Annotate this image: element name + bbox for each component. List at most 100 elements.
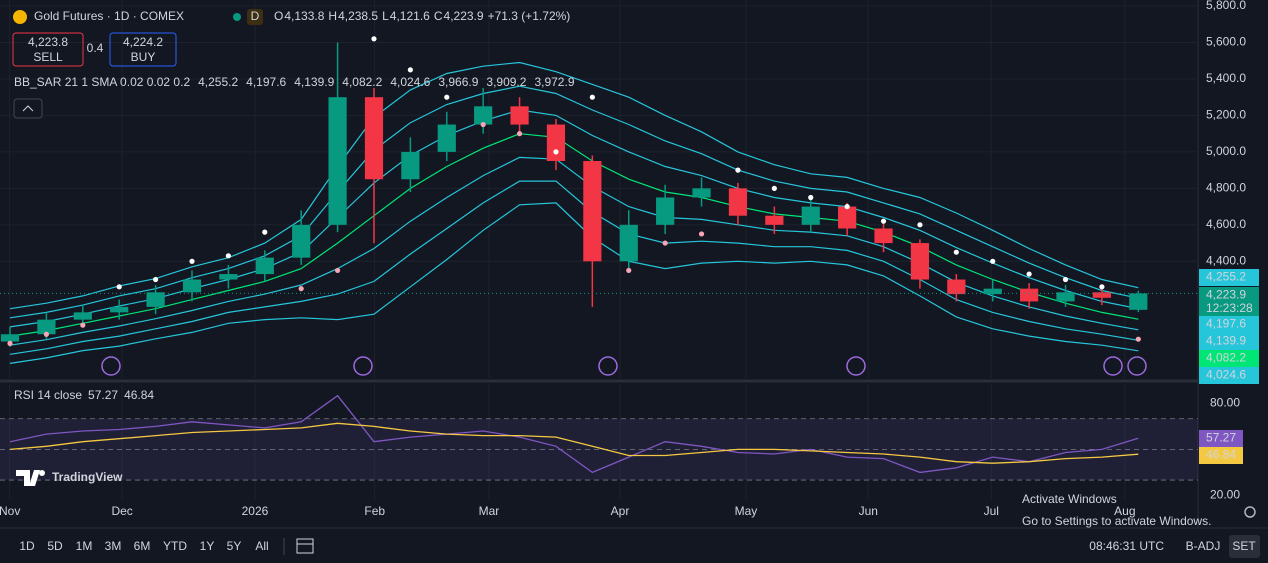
rsi-scale-label: 46.84: [1206, 448, 1236, 462]
indicator-value: 4,082.2: [342, 75, 382, 89]
badge-bg: [247, 9, 263, 25]
candle-body: [801, 206, 820, 225]
candle-body: [110, 306, 129, 313]
sar-dot: [480, 121, 486, 128]
adjust-button[interactable]: B-ADJ: [1186, 539, 1221, 553]
ohlc-key: H: [328, 9, 337, 23]
indicator-value: 4,255.2: [198, 75, 238, 89]
timeframe-button[interactable]: YTD: [163, 539, 187, 553]
band-line: [9, 61, 1139, 310]
candle-body: [73, 312, 92, 320]
x-tick-label: Mar: [479, 504, 500, 518]
candle-body: [947, 279, 966, 295]
rsi-name: RSI 14 close: [14, 388, 82, 402]
candle-body: [728, 188, 748, 216]
x-tick-label: Apr: [611, 504, 630, 518]
timeframe-button[interactable]: 3M: [105, 539, 122, 553]
timeframe-button[interactable]: 5D: [47, 539, 63, 553]
sar-dot: [225, 253, 231, 259]
candle-body: [910, 243, 930, 280]
candle-body: [364, 97, 384, 180]
price-scale-label: 4,139.9: [1206, 334, 1246, 348]
collapse-button[interactable]: [13, 98, 43, 119]
sell-price: 4,223.8: [28, 35, 68, 49]
rsi-value: 46.84: [124, 388, 154, 402]
ohlc-key: O: [274, 9, 283, 23]
indicator-value: 4,197.6: [246, 75, 286, 89]
candle-body: [583, 161, 602, 262]
timeframe-button[interactable]: 1M: [76, 539, 93, 553]
price-scale-label: 4,255.2: [1206, 270, 1246, 284]
candle-body: [510, 106, 529, 125]
candle-body: [474, 106, 493, 125]
y-tick-label: 4,800.0: [1206, 181, 1246, 195]
rsi-tick-label: 80.00: [1210, 396, 1240, 410]
y-tick-label: 4,600.0: [1206, 217, 1246, 231]
x-tick-label: 2026: [242, 504, 269, 518]
candle-body: [328, 97, 347, 225]
sar-dot: [735, 167, 741, 173]
x-tick-label: Feb: [364, 504, 385, 518]
sar-dot: [152, 276, 159, 283]
band-line: [9, 85, 1139, 319]
y-tick-label: 5,800.0: [1206, 0, 1246, 12]
buy-button[interactable]: [109, 32, 177, 67]
ohlc-value: 4,238.5: [338, 9, 378, 23]
candle-body: [401, 151, 420, 180]
indicator-name: BB_SAR 21 1 SMA 0.02 0.02 0.2: [14, 75, 190, 89]
tradingview-logo-mark: [16, 470, 45, 486]
buy-price: 4,224.2: [123, 35, 163, 49]
price-scale-label-bg: [1199, 287, 1259, 316]
timeframe-button[interactable]: 1D: [19, 539, 35, 553]
status-dot: [233, 13, 241, 21]
band-line: [9, 133, 1139, 337]
sar-dot: [189, 258, 195, 264]
sell-button[interactable]: [12, 32, 84, 67]
buy-label: BUY: [131, 50, 156, 64]
sar-dot: [553, 149, 559, 155]
timeframe-button[interactable]: All: [255, 539, 268, 553]
rsi-scale-label: 57.27: [1206, 431, 1236, 445]
rsi-tick-label: 20.00: [1210, 488, 1240, 502]
settings-icon[interactable]: [1244, 506, 1256, 518]
sar-dot: [43, 331, 50, 337]
calendar-icon[interactable]: [296, 538, 314, 554]
ohlc-value: 4,223.9: [444, 9, 484, 23]
rsi-scale-label-bg: [1199, 447, 1243, 464]
watermark-subtitle: Go to Settings to activate Windows.: [1022, 514, 1211, 528]
timeframe-button[interactable]: 1Y: [200, 539, 215, 553]
y-tick-label: 5,200.0: [1206, 108, 1246, 122]
candle-body: [656, 197, 675, 225]
price-scale-label-bg: [1199, 269, 1259, 286]
rsi-scale-label-bg: [1199, 430, 1243, 447]
candle-body: [37, 319, 56, 335]
ohlc-value: 4,133.8: [284, 9, 324, 23]
settlement-button[interactable]: SET: [1232, 539, 1256, 553]
sar-dot: [444, 94, 450, 100]
indicator-value: 4,139.9: [294, 75, 334, 89]
price-scale-label-bg: [1199, 350, 1259, 367]
sar-dot: [1026, 271, 1032, 277]
sar-dot: [880, 218, 887, 224]
price-scale-label: 4,082.2: [1206, 351, 1246, 365]
rsi-value: 57.27: [88, 388, 118, 402]
rsi-line: [9, 394, 1139, 474]
candle-body: [619, 224, 638, 262]
timeframe-button[interactable]: 5Y: [227, 539, 242, 553]
ohlc-key: C: [434, 9, 443, 23]
sar-dot: [990, 258, 996, 264]
indicator-value: 4,024.6: [390, 75, 430, 89]
candle-body: [182, 279, 202, 293]
grid: [0, 0, 1198, 500]
event-icons: [101, 356, 1147, 376]
sar-dot: [589, 94, 595, 100]
x-tick-label: May: [735, 504, 758, 518]
sar-dot: [698, 231, 705, 237]
timeframe-button[interactable]: 6M: [134, 539, 151, 553]
price-scale-label: 4,197.6: [1206, 317, 1246, 331]
sar-dot: [116, 284, 122, 290]
candle-body: [1056, 292, 1075, 302]
collapse-icon: [22, 105, 34, 112]
